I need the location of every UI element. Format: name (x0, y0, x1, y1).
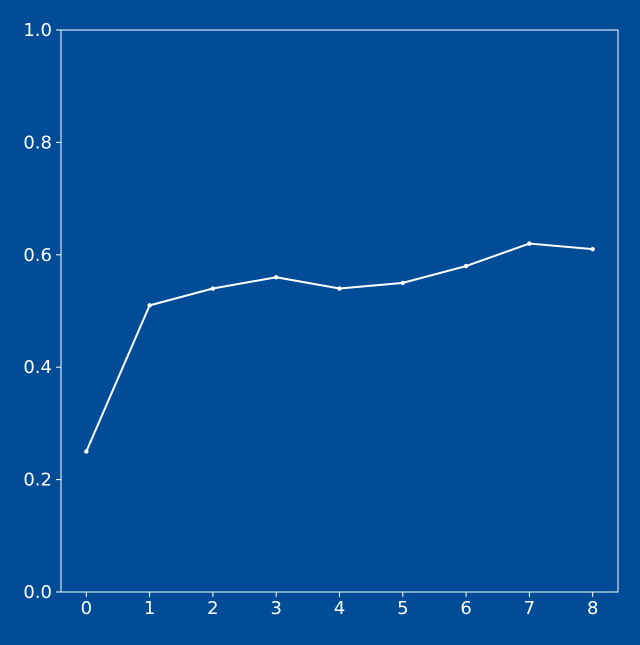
data-point (337, 286, 342, 291)
data-point (84, 449, 89, 454)
y-tick-label: 0.6 (23, 245, 52, 266)
data-point (463, 263, 469, 269)
y-tick-label: 0.8 (23, 132, 52, 153)
data-point (400, 280, 405, 286)
y-tick-label: 0.4 (23, 357, 52, 378)
x-tick-label: 6 (460, 598, 471, 619)
x-tick-label: 1 (144, 598, 155, 619)
data-point (527, 241, 532, 246)
data-point (147, 303, 152, 308)
series-layer (84, 241, 595, 454)
y-tick-label: 1.0 (23, 20, 52, 41)
plot-frame (60, 29, 619, 593)
data-point (210, 286, 216, 291)
x-tick-label: 3 (270, 598, 281, 619)
x-tick-label: 8 (587, 598, 598, 619)
x-tick-label: 0 (81, 598, 92, 619)
y-tick-label: 0.2 (23, 470, 52, 491)
series-line (85, 242, 593, 452)
x-tick-label: 5 (397, 598, 408, 619)
tick-labels: 0 1 2 3 4 5 6 7 8 0.0 0.2 0.4 0.6 0.8 1.0 (23, 20, 598, 619)
x-tick-label: 2 (207, 598, 218, 619)
y-tick-label: 0.0 (23, 582, 52, 603)
x-tick-label: 4 (334, 598, 345, 619)
x-tick-label: 7 (524, 598, 535, 619)
axes (56, 29, 619, 597)
data-point (274, 275, 279, 280)
data-point (590, 246, 595, 252)
